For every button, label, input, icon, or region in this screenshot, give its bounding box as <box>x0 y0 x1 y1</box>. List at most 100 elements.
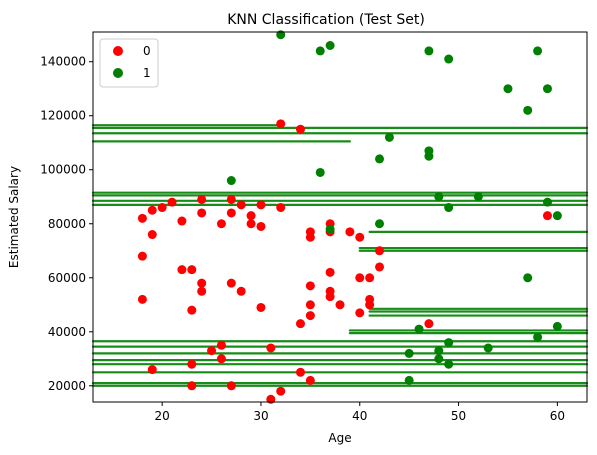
plot-frame <box>92 31 588 403</box>
point-class-0-1 <box>147 205 157 215</box>
point-class-0-14 <box>197 194 207 204</box>
point-class-0-43 <box>305 232 315 242</box>
y-tick-label-140000: 140000 <box>40 55 86 69</box>
point-class-0-61 <box>375 246 385 256</box>
plot-area <box>91 30 589 404</box>
point-class-1-22 <box>523 273 533 283</box>
point-class-0-32 <box>226 381 236 391</box>
x-tick-label-60: 60 <box>550 409 565 423</box>
point-class-1-5 <box>533 46 543 56</box>
point-class-1-1 <box>315 46 325 56</box>
point-class-0-21 <box>256 221 266 231</box>
point-class-1-18 <box>444 203 454 213</box>
point-class-1-10 <box>375 154 385 164</box>
point-class-1-7 <box>542 84 552 94</box>
point-class-0-55 <box>355 273 365 283</box>
legend-marker-1 <box>113 68 123 78</box>
point-class-0-33 <box>266 343 276 353</box>
x-tick-label-20: 20 <box>155 409 170 423</box>
point-class-0-51 <box>325 292 335 302</box>
point-class-1-17 <box>542 197 552 207</box>
point-class-1-3 <box>424 46 434 56</box>
point-class-0-10 <box>187 305 197 315</box>
point-class-0-4 <box>147 230 157 240</box>
point-class-0-0 <box>137 213 147 223</box>
y-tick-label-20000: 20000 <box>48 379 86 393</box>
y-tick-label-40000: 40000 <box>48 325 86 339</box>
point-class-1-24 <box>414 324 424 334</box>
legend: 0 1 <box>99 38 159 88</box>
point-class-0-29 <box>147 365 157 375</box>
point-class-0-62 <box>424 319 434 329</box>
point-class-0-25 <box>256 302 266 312</box>
x-tick-label-50: 50 <box>451 409 466 423</box>
point-class-0-28 <box>216 354 226 364</box>
point-class-1-13 <box>315 167 325 177</box>
point-class-1-27 <box>434 354 444 364</box>
point-class-0-5 <box>137 251 147 261</box>
point-class-0-6 <box>137 294 147 304</box>
point-class-1-16 <box>473 192 483 202</box>
point-class-0-63 <box>542 211 552 221</box>
point-class-1-15 <box>434 192 444 202</box>
point-class-1-28 <box>444 338 454 348</box>
x-axis-label: Age <box>328 431 351 445</box>
point-class-0-22 <box>256 200 266 210</box>
point-class-0-26 <box>216 340 226 350</box>
point-class-1-2 <box>325 41 335 51</box>
legend-marker-0 <box>113 46 123 56</box>
x-tick-label-40: 40 <box>352 409 367 423</box>
y-tick-label-120000: 120000 <box>40 109 86 123</box>
point-class-0-56 <box>355 308 365 318</box>
x-tick-label-30: 30 <box>253 409 268 423</box>
point-class-0-59 <box>365 300 375 310</box>
point-class-0-53 <box>345 227 355 237</box>
point-class-0-12 <box>197 286 207 296</box>
point-class-0-11 <box>197 278 207 288</box>
x-axis-ticks: 20 30 40 50 60 <box>155 402 565 423</box>
point-class-1-23 <box>552 321 562 331</box>
y-tick-label-60000: 60000 <box>48 271 86 285</box>
point-class-0-3 <box>167 197 177 207</box>
point-class-0-40 <box>295 367 305 377</box>
point-class-0-38 <box>295 124 305 134</box>
data-points <box>137 30 562 404</box>
legend-label-0: 0 <box>143 44 151 58</box>
point-class-1-9 <box>384 132 394 142</box>
point-class-0-20 <box>246 219 256 229</box>
chart-title: KNN Classification (Test Set) <box>227 12 425 28</box>
point-class-0-36 <box>276 203 286 213</box>
point-class-1-30 <box>483 343 493 353</box>
legend-label-1: 1 <box>143 66 151 80</box>
point-class-1-6 <box>503 84 513 94</box>
point-class-1-12 <box>424 151 434 161</box>
point-class-1-19 <box>552 211 562 221</box>
point-class-0-39 <box>295 319 305 329</box>
point-class-0-23 <box>226 278 236 288</box>
point-class-0-54 <box>355 232 365 242</box>
point-class-1-29 <box>444 359 454 369</box>
point-class-0-52 <box>335 300 345 310</box>
point-class-1-14 <box>226 176 236 186</box>
point-class-1-26 <box>434 346 444 356</box>
point-class-0-9 <box>187 265 197 275</box>
point-class-0-46 <box>305 311 315 321</box>
point-class-1-20 <box>375 219 385 229</box>
point-class-0-13 <box>197 208 207 218</box>
point-class-0-30 <box>187 359 197 369</box>
point-class-0-31 <box>187 381 197 391</box>
point-class-0-35 <box>276 386 286 396</box>
point-class-1-32 <box>404 375 414 385</box>
y-tick-label-80000: 80000 <box>48 217 86 231</box>
point-class-0-18 <box>236 200 246 210</box>
point-class-0-16 <box>226 208 236 218</box>
point-class-0-15 <box>216 219 226 229</box>
point-class-1-21 <box>325 224 335 234</box>
point-class-0-8 <box>177 265 187 275</box>
point-class-0-60 <box>375 262 385 272</box>
point-class-1-25 <box>404 348 414 358</box>
y-axis-ticks: 20000 40000 60000 80000 100000 120000 140000 <box>40 55 93 393</box>
point-class-0-37 <box>276 119 286 129</box>
point-class-0-19 <box>246 211 256 221</box>
